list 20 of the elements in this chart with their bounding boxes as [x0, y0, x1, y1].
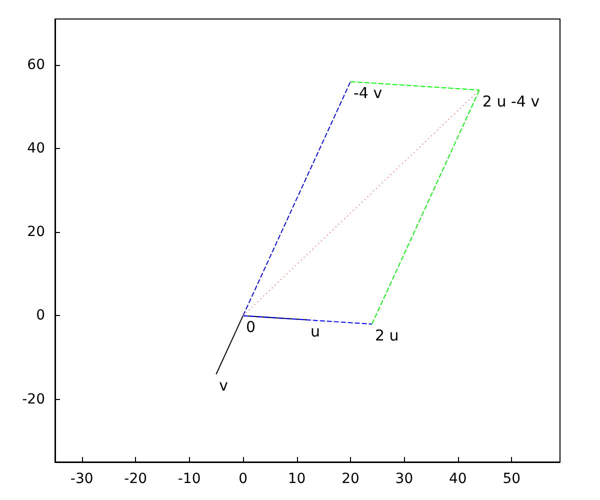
x-tick-label: 50: [502, 471, 521, 487]
annotation: 2 u: [374, 326, 399, 345]
y-tick-label: 60: [27, 56, 45, 73]
x-tick-label: 10: [288, 471, 306, 487]
annotation: v: [219, 376, 228, 395]
x-tick-label: -20: [124, 471, 148, 487]
annotation: -4 v: [353, 84, 382, 102]
y-tick-label: -20: [22, 391, 45, 408]
x-tick-label: 0: [238, 471, 248, 487]
x-tick-label: -30: [70, 471, 94, 487]
y-tick-label: 40: [27, 140, 45, 157]
y-tick-label: 20: [27, 224, 45, 240]
x-tick-label: 40: [449, 471, 467, 487]
y-tick-label: 0: [36, 308, 45, 324]
x-tick-label: 20: [342, 471, 360, 487]
x-tick-label: 30: [395, 471, 414, 487]
annotation: u: [310, 322, 320, 340]
annotation: 2 u -4 v: [482, 92, 540, 111]
x-tick-label: -10: [178, 471, 201, 487]
annotation: 0: [246, 318, 256, 336]
